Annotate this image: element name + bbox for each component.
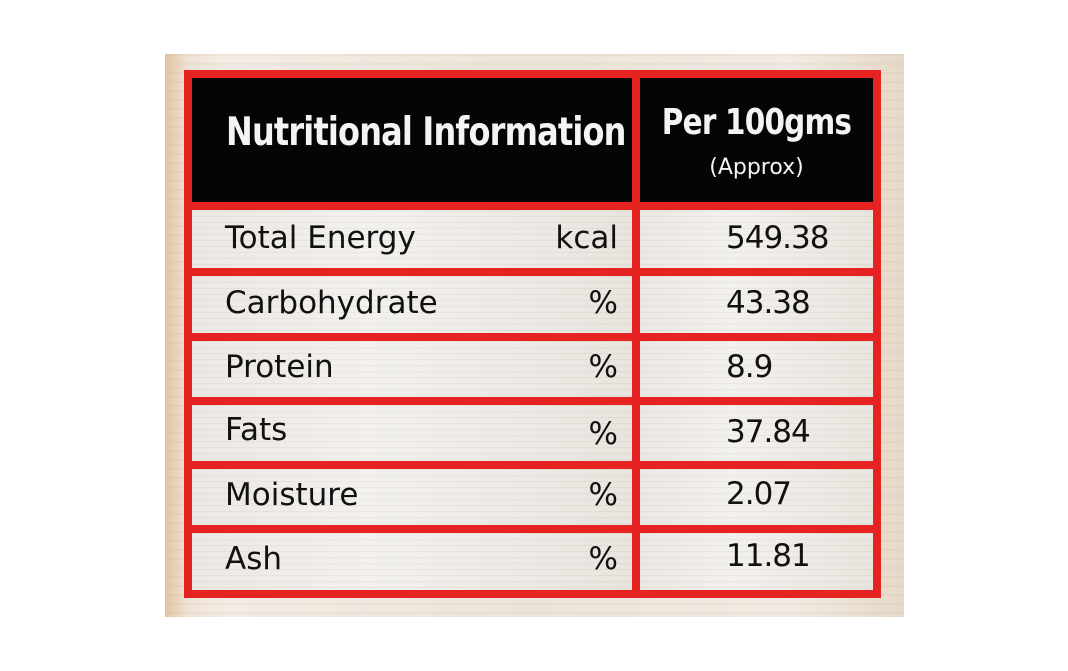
row-value: 8.9 [726, 349, 773, 385]
row-value: 43.38 [726, 285, 811, 321]
row-unit: % [588, 285, 618, 321]
per-100gms-label: Per 100gms [661, 102, 852, 143]
row-fats-label-cell: Fats % [192, 405, 632, 461]
row-total-energy-value-cell: 549.38 [640, 210, 873, 268]
row-label: Carbohydrate [225, 285, 438, 321]
row-total-energy-label-cell: Total Energy kcal [192, 210, 632, 268]
row-protein-value-cell: 8.9 [640, 341, 873, 397]
row-carbohydrate-value-cell: 43.38 [640, 276, 873, 333]
approx-label: (Approx) [709, 155, 804, 180]
row-fats-value-cell: 37.84 [640, 405, 873, 461]
row-unit: % [588, 541, 618, 577]
row-ash-value-cell: 11.81 [640, 533, 873, 590]
table-title: Nutritional Information [226, 110, 626, 155]
row-moisture-label-cell: Moisture % [192, 469, 632, 525]
row-moisture-value-cell: 2.07 [640, 469, 873, 525]
row-unit: kcal [555, 220, 618, 256]
nutrition-table: Nutritional Information Per 100gms (Appr… [184, 70, 881, 598]
row-protein-label-cell: Protein % [192, 341, 632, 397]
row-unit: % [588, 416, 618, 452]
row-value: 37.84 [726, 414, 811, 450]
header-title-cell: Nutritional Information [192, 78, 632, 202]
row-label: Fats [225, 412, 288, 448]
row-label: Moisture [225, 477, 359, 513]
row-unit: % [588, 477, 618, 513]
row-value: 549.38 [726, 220, 829, 256]
header-per-cell: Per 100gms (Approx) [640, 78, 873, 202]
row-value: 11.81 [726, 538, 811, 574]
row-ash-label-cell: Ash % [192, 533, 632, 590]
row-value: 2.07 [726, 476, 792, 512]
row-unit: % [588, 349, 618, 385]
row-label: Ash [225, 541, 283, 577]
row-label: Total Energy [225, 220, 416, 256]
row-label: Protein [225, 349, 334, 385]
row-carbohydrate-label-cell: Carbohydrate % [192, 276, 632, 333]
